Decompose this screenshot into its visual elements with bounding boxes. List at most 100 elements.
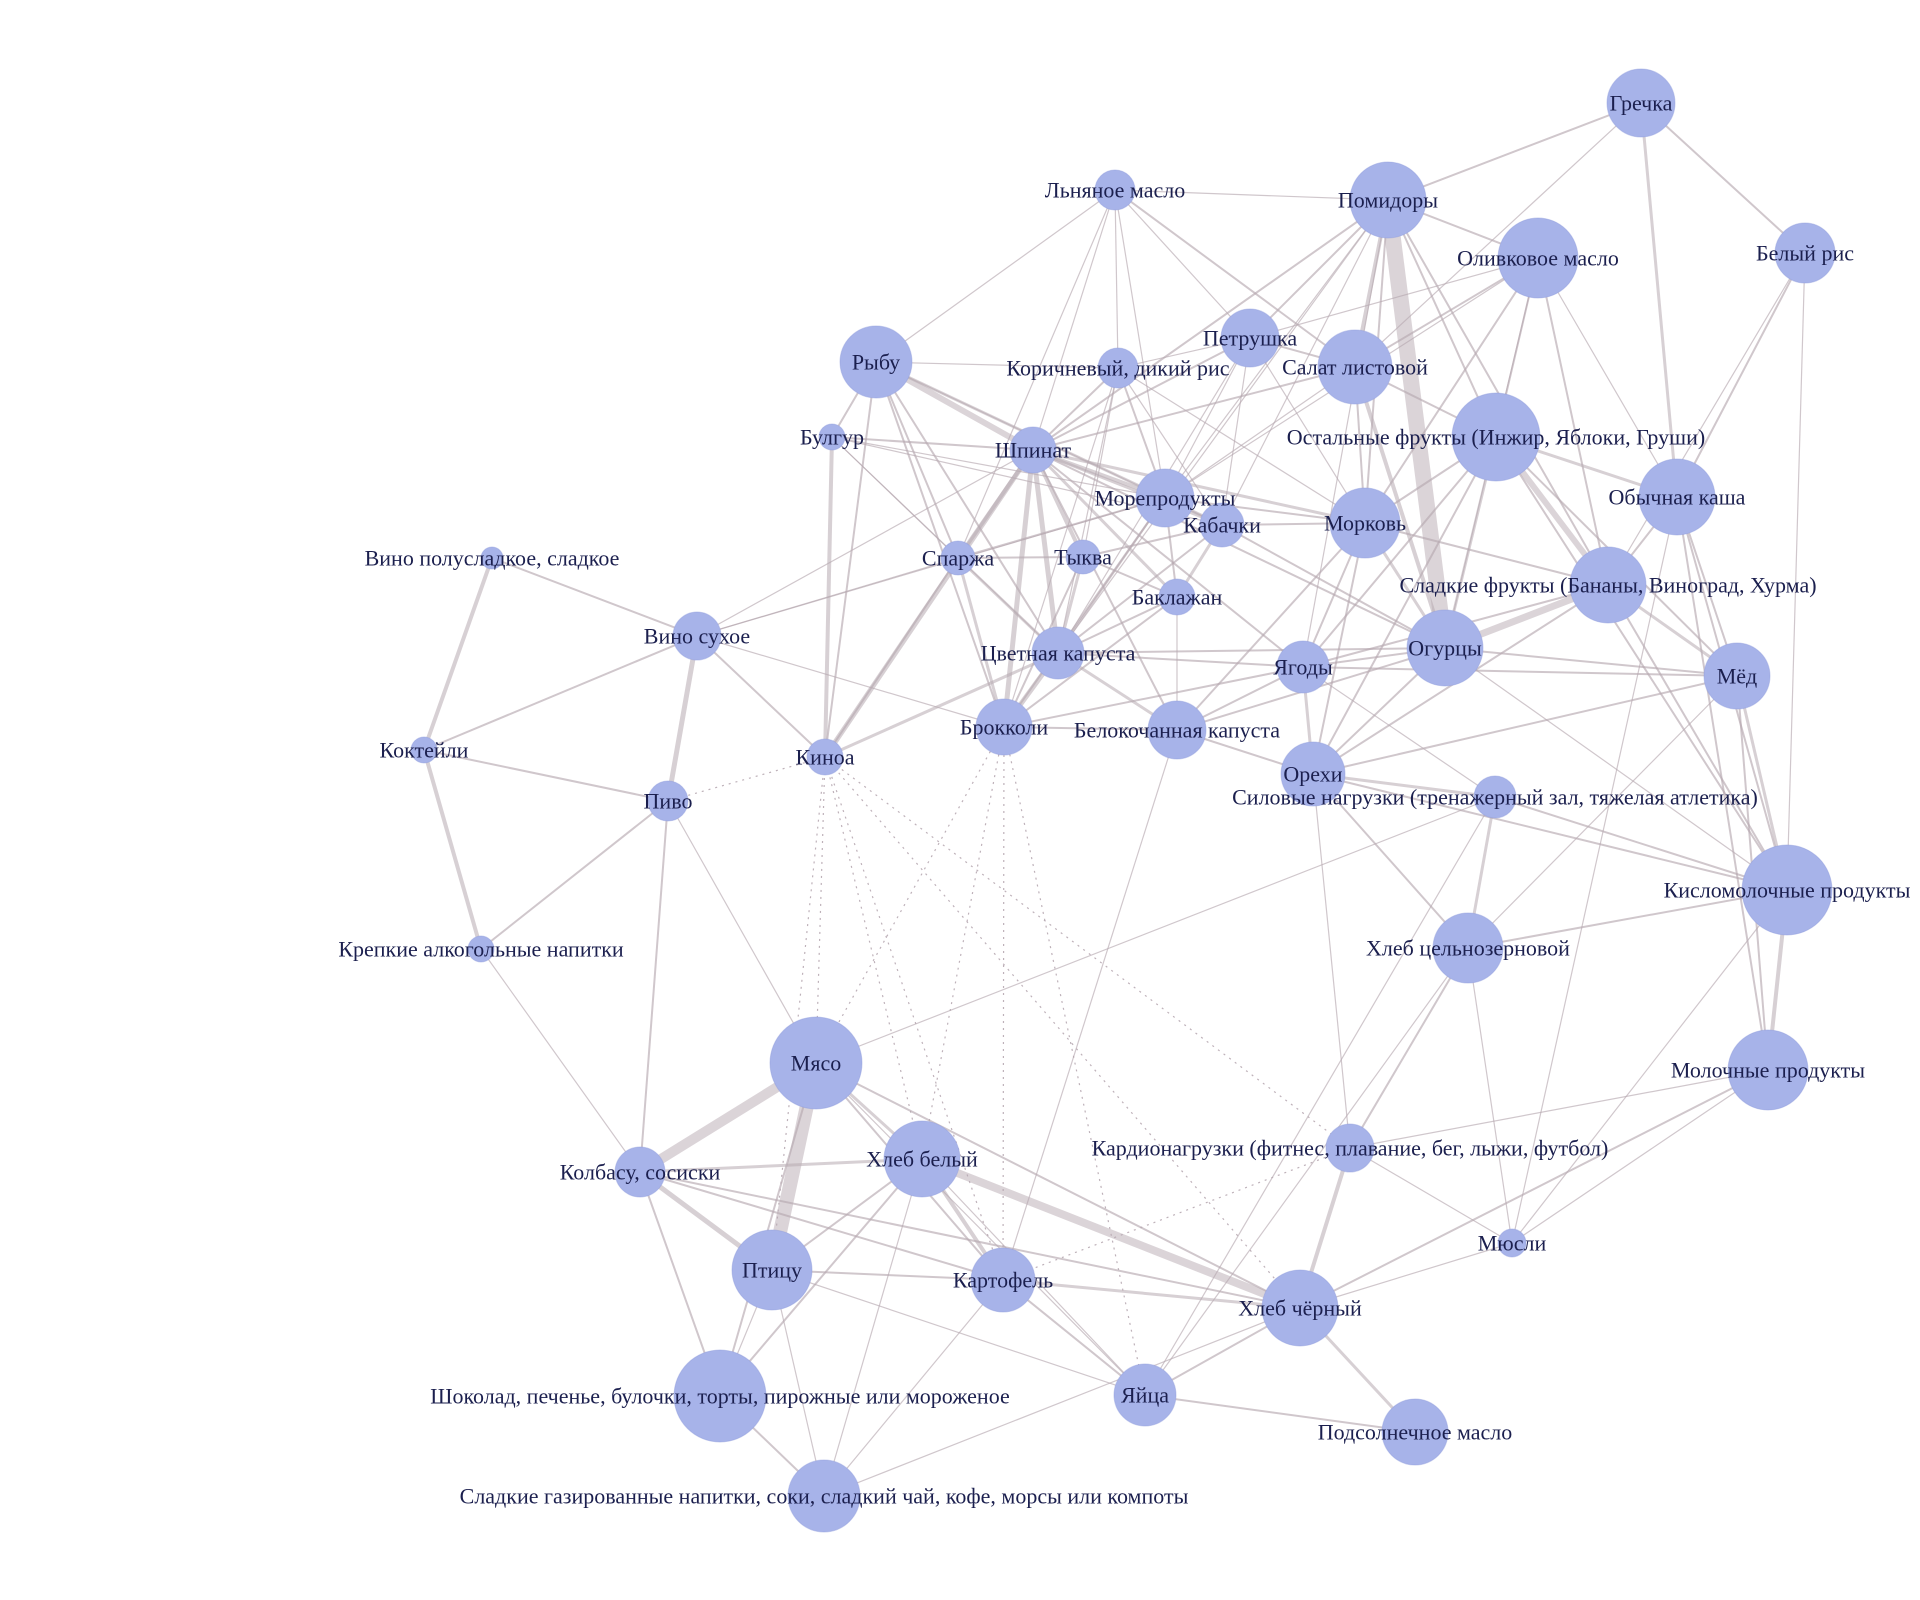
graph-node-cucumber[interactable] xyxy=(1406,609,1484,687)
graph-edge-meat-sweets xyxy=(719,1062,817,1397)
graph-edge-linseed-seafood xyxy=(1114,189,1166,499)
graph-edge-olive-parsley xyxy=(1249,257,1539,339)
graph-node-label-whitebread: Хлеб белый xyxy=(866,1147,978,1172)
graph-node-beer[interactable] xyxy=(647,780,689,822)
graph-node-label-nuts: Орехи xyxy=(1283,762,1342,787)
graph-node-label-carrot: Морковь xyxy=(1324,511,1406,536)
graph-node-carrot[interactable] xyxy=(1329,487,1401,559)
graph-node-semisweetwine[interactable] xyxy=(480,546,504,570)
graph-node-cocktails[interactable] xyxy=(410,736,438,764)
graph-node-quinoa[interactable] xyxy=(806,738,844,776)
graph-node-label-dairy: Молочные продукты xyxy=(1671,1058,1865,1083)
graph-node-fermented[interactable] xyxy=(1741,844,1833,936)
graph-node-whiterice[interactable] xyxy=(1774,222,1836,284)
graph-node-olive[interactable] xyxy=(1497,217,1579,299)
graph-edge-berries-strength xyxy=(1302,666,1496,798)
graph-node-honey[interactable] xyxy=(1703,642,1771,710)
graph-edge-dairy-cardio xyxy=(1349,1069,1769,1149)
graph-node-eggplant[interactable] xyxy=(1158,578,1196,616)
graph-node-whitecabbage[interactable] xyxy=(1147,700,1207,760)
graph-node-zucchini[interactable] xyxy=(1199,502,1245,548)
graph-node-label-fermented: Кисломолочные продукты xyxy=(1664,878,1911,903)
graph-edge-carrot-whitecabbage xyxy=(1176,522,1366,731)
graph-edge-tomato-zucchini xyxy=(1221,199,1389,526)
graph-node-broccoli[interactable] xyxy=(975,698,1033,756)
graph-node-blackbread[interactable] xyxy=(1261,1269,1339,1347)
graph-node-poultry[interactable] xyxy=(731,1229,813,1311)
graph-node-label-muesli: Мюсли xyxy=(1478,1231,1547,1256)
graph-node-potato[interactable] xyxy=(970,1247,1036,1313)
graph-edge-otherfruits-nuts xyxy=(1312,436,1497,775)
graph-edge-parsley-spinach xyxy=(1032,337,1251,451)
graph-edge-eggs-sunfloweroil xyxy=(1144,1394,1416,1433)
graph-edge-honey-wholegrain xyxy=(1467,675,1738,949)
graph-node-sweetfruits[interactable] xyxy=(1569,546,1647,624)
graph-node-berries[interactable] xyxy=(1276,640,1330,694)
graph-node-cardio[interactable] xyxy=(1325,1123,1375,1173)
graph-node-fish[interactable] xyxy=(839,325,913,399)
graph-edge-potato-cardio xyxy=(1002,1147,1351,1281)
graph-node-otherfruits[interactable] xyxy=(1451,392,1541,482)
graph-node-spinach[interactable] xyxy=(1009,426,1057,474)
graph-edge-dairy-muesli xyxy=(1511,1069,1769,1244)
graph-edge-potato-sodas xyxy=(823,1279,1004,1497)
graph-node-kasha[interactable] xyxy=(1638,458,1716,536)
graph-node-label-sweets: Шоколад, печенье, булочки, торты, пирожн… xyxy=(430,1384,1009,1409)
graph-edge-cauliflower-cucumber xyxy=(1057,647,1446,654)
graph-node-parsley[interactable] xyxy=(1220,308,1280,368)
graph-edge-fish-broccoli xyxy=(875,361,1005,728)
graph-node-nuts[interactable] xyxy=(1280,741,1346,807)
graph-edge-asparagus-pumpkin xyxy=(957,556,1084,559)
graph-edge-sausage-whitebread xyxy=(639,1157,923,1174)
graph-node-cauliflower[interactable] xyxy=(1031,626,1085,680)
graph-node-sausage[interactable] xyxy=(614,1146,666,1198)
graph-node-tomato[interactable] xyxy=(1349,161,1427,239)
graph-node-wholegrain[interactable] xyxy=(1432,912,1504,984)
graph-node-label-semisweetwine: Вино полусладкое, сладкое xyxy=(365,546,620,571)
graph-node-label-fish: Рыбу xyxy=(852,350,900,375)
graph-node-brownrice[interactable] xyxy=(1097,347,1139,389)
graph-edge-drywine-spinach xyxy=(696,449,1034,637)
graph-edge-tomato-berries xyxy=(1302,199,1389,668)
graph-edge-cocktails-strongalc xyxy=(422,749,483,950)
graph-edge-otherfruits-berries xyxy=(1302,436,1497,668)
graph-node-linseed[interactable] xyxy=(1094,169,1136,211)
graph-edge-linseed-brownrice xyxy=(1114,189,1119,369)
graph-edge-cardio-muesli xyxy=(1349,1147,1513,1244)
graph-node-dairy[interactable] xyxy=(1727,1029,1809,1111)
graph-node-meat[interactable] xyxy=(769,1016,863,1110)
graph-node-seafood[interactable] xyxy=(1135,468,1195,528)
graph-node-pumpkin[interactable] xyxy=(1065,539,1101,575)
graph-edge-zucchini-cauliflower xyxy=(1057,524,1223,654)
graph-node-sodas[interactable] xyxy=(787,1459,861,1533)
graph-edge-quinoa-whitebread xyxy=(824,756,923,1160)
graph-edge-drywine-cocktails xyxy=(423,635,698,751)
graph-node-whitebread[interactable] xyxy=(883,1120,961,1198)
graph-node-drywine[interactable] xyxy=(672,611,722,661)
graph-node-strongalc[interactable] xyxy=(467,935,495,963)
graph-edge-fish-brownrice xyxy=(875,361,1119,369)
graph-node-muesli[interactable] xyxy=(1497,1228,1527,1258)
graph-edge-nuts-wholegrain xyxy=(1312,773,1469,949)
graph-node-grechka[interactable] xyxy=(1606,68,1676,138)
graph-edge-brownrice-zucchini xyxy=(1117,367,1223,526)
graph-edge-nuts-fermented xyxy=(1312,773,1788,891)
graph-node-eggs[interactable] xyxy=(1113,1363,1177,1427)
graph-edge-tomato-sweetfruits xyxy=(1387,199,1609,586)
graph-edge-zucchini-pumpkin xyxy=(1082,524,1223,558)
graph-node-sweets[interactable] xyxy=(673,1349,767,1443)
graph-node-label-sunfloweroil: Подсолнечное масло xyxy=(1318,1420,1513,1445)
graph-edge-semisweetwine-cocktails xyxy=(422,557,494,751)
graph-node-strength[interactable] xyxy=(1473,775,1517,819)
graph-edge-spinach-broccoli xyxy=(1001,449,1036,728)
graph-node-bulgur[interactable] xyxy=(818,423,846,451)
graph-node-label-parsley: Петрушка xyxy=(1203,326,1298,351)
graph-edge-asparagus-quinoa xyxy=(824,557,959,758)
graph-node-sunfloweroil[interactable] xyxy=(1381,1398,1449,1466)
graph-node-salad[interactable] xyxy=(1317,329,1393,405)
graph-edge-carrot-sweetfruits xyxy=(1364,522,1609,586)
graph-edge-fish-cauliflower xyxy=(875,361,1059,654)
graph-edge-kasha-dairy xyxy=(1676,496,1769,1071)
graph-node-asparagus[interactable] xyxy=(940,540,976,576)
graph-edge-whiterice-kasha xyxy=(1676,252,1806,498)
